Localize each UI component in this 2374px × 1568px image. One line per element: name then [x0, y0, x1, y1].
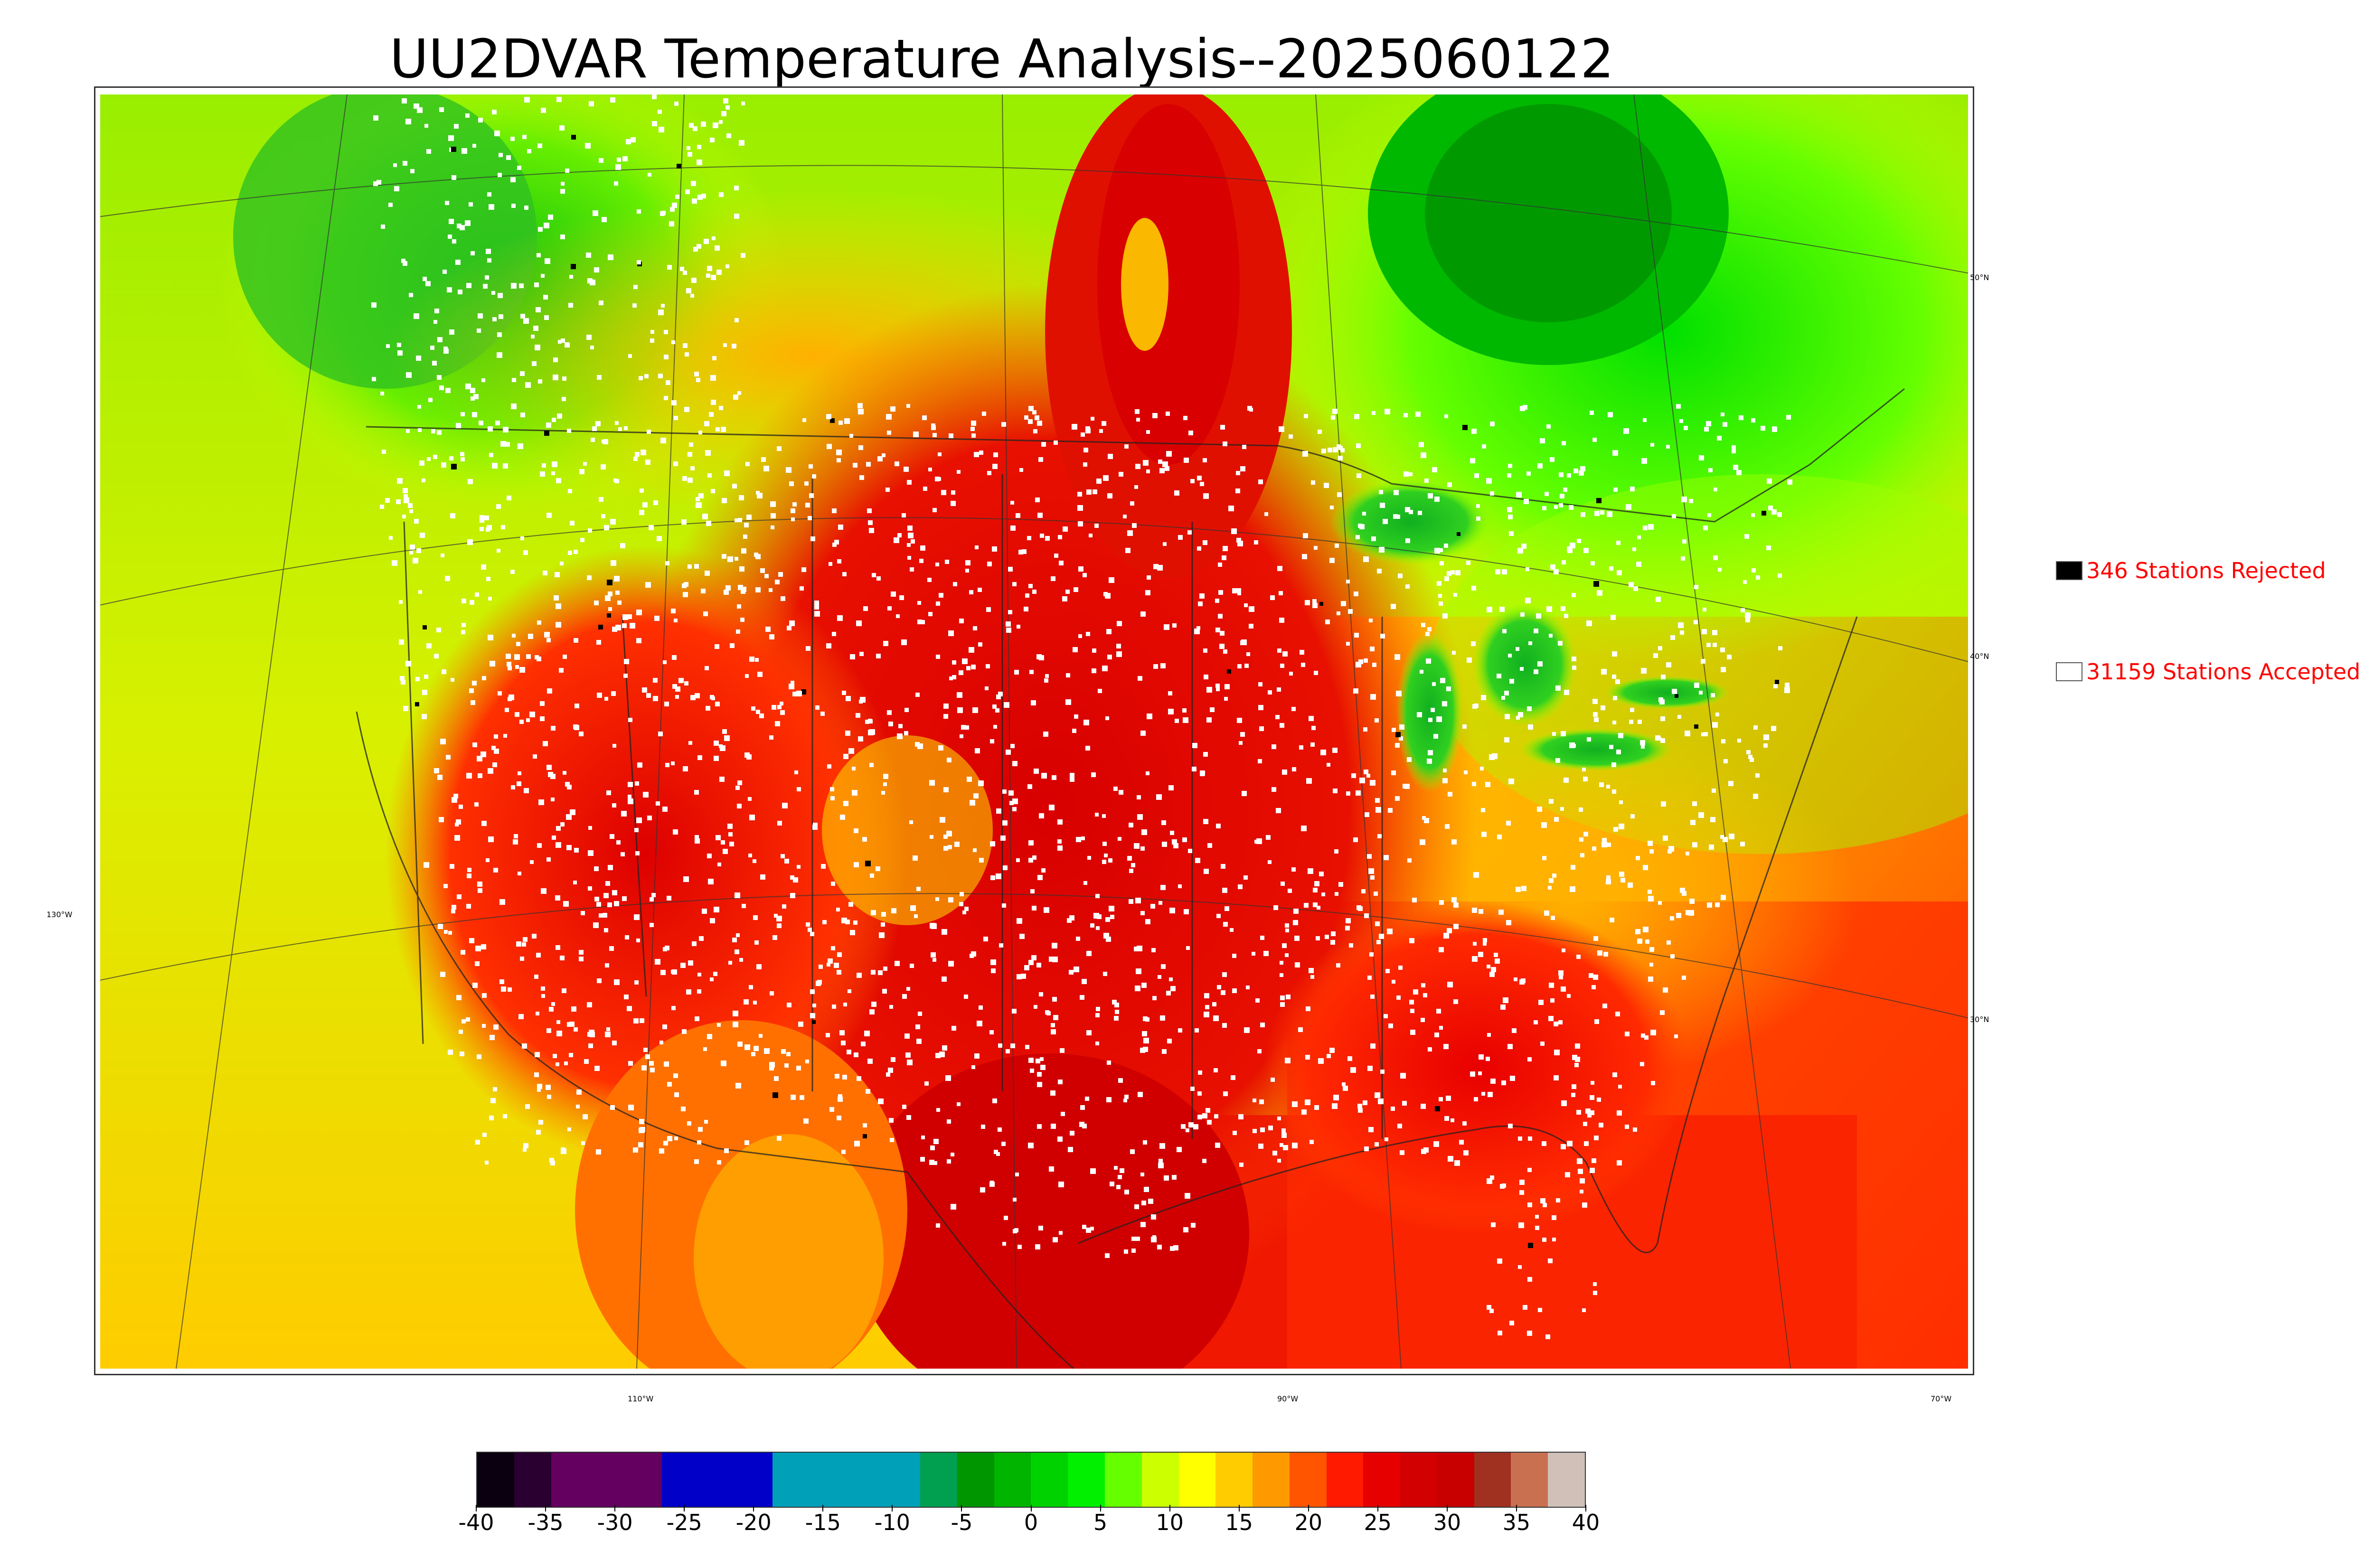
colorbar-tick-mark [1100, 1505, 1101, 1512]
colorbar-segment [477, 1453, 514, 1507]
colorbar-segment [1178, 1453, 1216, 1507]
longitude-label-70w: 70°W [1931, 1394, 1952, 1403]
longitude-label-130w: 130°W [47, 910, 73, 919]
colorbar-tick-label: 15 [1225, 1510, 1253, 1535]
colorbar-segment [588, 1453, 625, 1507]
colorbar-tick-mark [1377, 1505, 1378, 1512]
colorbar-segment [1326, 1453, 1364, 1507]
colorbar-segment [1031, 1453, 1068, 1507]
colorbar-segment [1548, 1453, 1585, 1507]
colorbar-segment [920, 1453, 957, 1507]
latitude-label-40n: 40°N [1970, 652, 1989, 661]
colorbar-segment [846, 1453, 884, 1507]
longitude-label-90w: 90°W [1277, 1394, 1299, 1403]
latitude-label-30n: 30°N [1970, 1015, 1989, 1024]
colorbar-tick-mark [1238, 1505, 1240, 1512]
colorbar-tick-mark [753, 1505, 754, 1512]
colorbar-tick-label: 0 [1024, 1510, 1038, 1535]
colorbar-tick-mark [1585, 1505, 1586, 1512]
colorbar-tick-mark [1030, 1505, 1032, 1512]
colorbar-segment [1068, 1453, 1105, 1507]
map-title: UU2DVAR Temperature Analysis--2025060122 [389, 28, 1614, 90]
colorbar-segment [1253, 1453, 1290, 1507]
longitude-label-110w: 110°W [628, 1394, 654, 1403]
colorbar-segment [1511, 1453, 1548, 1507]
colorbar-tick-label: -30 [597, 1510, 633, 1535]
colorbar-segment [735, 1453, 773, 1507]
temperature-analysis-map: 50°N 40°N 30°N [94, 86, 1989, 1375]
colorbar-tick-label: -5 [951, 1510, 973, 1535]
colorbar-tick-label: 25 [1364, 1510, 1392, 1535]
colorbar-tick-label: 5 [1093, 1510, 1108, 1535]
colorbar-tick-label: 40 [1572, 1510, 1600, 1535]
colorbar-segment [1215, 1453, 1253, 1507]
colorbar-segment [551, 1453, 588, 1507]
colorbar-segment [625, 1453, 662, 1507]
colorbar-tick-mark [476, 1505, 477, 1512]
colorbar-segment [661, 1453, 699, 1507]
colorbar-tick-mark [1308, 1505, 1309, 1512]
colorbar-tick-label: -20 [735, 1510, 772, 1535]
colorbar-tick-mark [684, 1505, 685, 1512]
colorbar-segment [1437, 1453, 1474, 1507]
temperature-colorbar [476, 1452, 1586, 1508]
colorbar-tick-label: 35 [1502, 1510, 1531, 1535]
colorbar-segment [1474, 1453, 1511, 1507]
rejected-stations-label: 346 Stations Rejected [2086, 558, 2326, 583]
colorbar-segment [1289, 1453, 1327, 1507]
temperature-field [100, 94, 1968, 1369]
colorbar-tick-label: 10 [1156, 1510, 1184, 1535]
colorbar-tick-mark [961, 1505, 962, 1512]
colorbar-segment [772, 1453, 810, 1507]
legend-rejected: 346 Stations Rejected [2056, 558, 2326, 583]
rejected-marker-swatch [2056, 561, 2082, 580]
colorbar-segment [1400, 1453, 1437, 1507]
colorbar-segment [994, 1453, 1031, 1507]
colorbar-segment [698, 1453, 736, 1507]
accepted-marker-swatch [2056, 662, 2082, 681]
colorbar-segment [1141, 1453, 1179, 1507]
colorbar-tick-label: 30 [1433, 1510, 1461, 1535]
colorbar-tick-mark [822, 1505, 824, 1512]
colorbar-segment [1363, 1453, 1401, 1507]
accepted-stations-label: 31159 Stations Accepted [2086, 659, 2361, 685]
colorbar-segment [809, 1453, 847, 1507]
colorbar-tick-label: -15 [805, 1510, 841, 1535]
colorbar-tick-mark [892, 1505, 893, 1512]
colorbar-segment [883, 1453, 921, 1507]
colorbar-tick-mark [614, 1505, 616, 1512]
colorbar-tick-mark [1169, 1505, 1170, 1512]
legend-accepted: 31159 Stations Accepted [2056, 659, 2360, 685]
colorbar-tick-mark [545, 1505, 546, 1512]
colorbar-tick-label: -25 [666, 1510, 702, 1535]
colorbar-tick-mark [1446, 1505, 1448, 1512]
colorbar-tick-label: -35 [528, 1510, 564, 1535]
colorbar-segment [514, 1453, 551, 1507]
colorbar-tick-mark [1516, 1505, 1517, 1512]
colorbar-tick-label: 20 [1294, 1510, 1323, 1535]
colorbar-segment [1105, 1453, 1142, 1507]
colorbar-tick-label: -40 [458, 1510, 494, 1535]
colorbar-tick-label: -10 [874, 1510, 910, 1535]
latitude-label-50n: 50°N [1970, 273, 1989, 282]
colorbar-segment [957, 1453, 994, 1507]
